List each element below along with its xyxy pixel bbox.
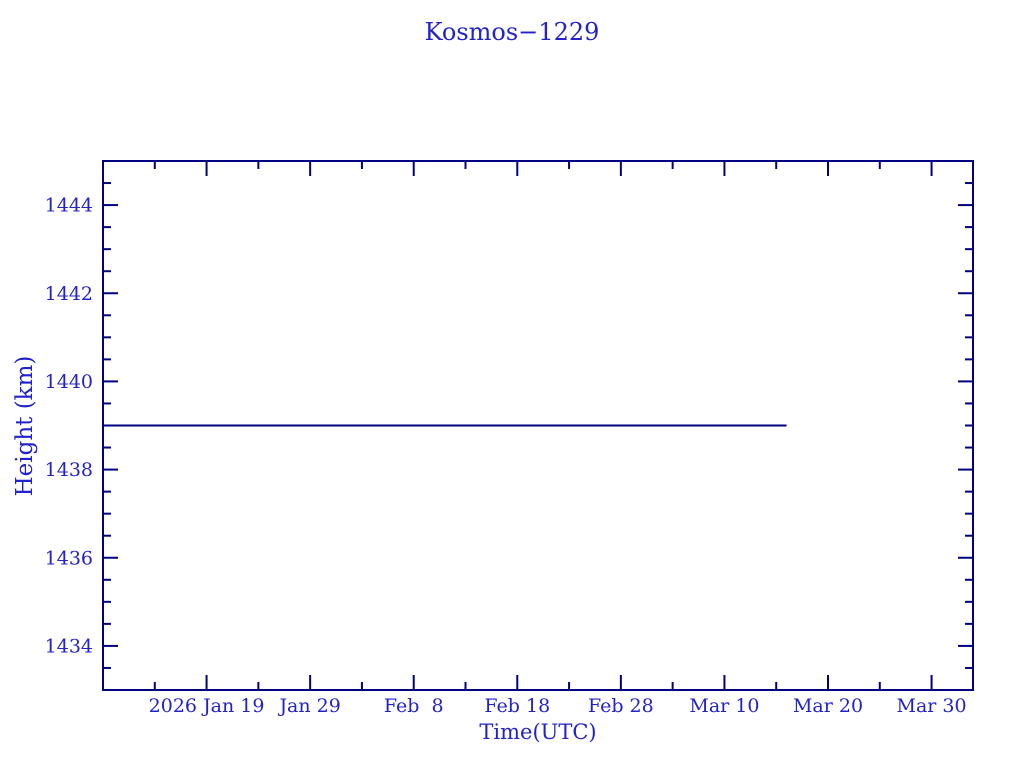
y-tick-label: 1440 (45, 371, 93, 393)
y-tick-label: 1444 (45, 195, 93, 217)
chart-title: Kosmos−1229 (425, 18, 600, 46)
x-axis-label: Time(UTC) (479, 720, 596, 744)
x-tick-label: Feb 8 (384, 695, 444, 717)
y-tick-label: 1434 (45, 635, 93, 657)
x-tick-label: Mar 10 (689, 695, 759, 717)
plot-area: 2026 Jan 19 Jan 29 Feb 8 Feb 18 Feb 28 Mar 10… (45, 160, 974, 717)
x-tick-label: Feb 28 (588, 695, 654, 717)
y-tick-label: 1438 (45, 459, 93, 481)
y-tick-label: 1442 (45, 283, 93, 305)
y-axis-label: Height (km) (12, 356, 38, 497)
x-tick-label: 2026 Jan 19 (149, 695, 265, 717)
x-tick-label: Mar 30 (897, 695, 967, 717)
x-tick-label: Mar 20 (793, 695, 863, 717)
x-tick-label: Feb 18 (484, 695, 550, 717)
y-tick-label: 1436 (45, 547, 93, 569)
x-tick-label: Jan 29 (277, 695, 340, 717)
